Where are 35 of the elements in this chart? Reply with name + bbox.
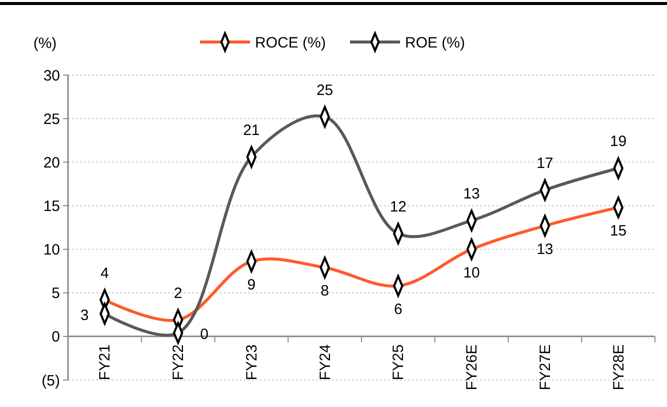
data-label: 12 [390, 198, 407, 216]
y-tick-label: 0 [52, 328, 60, 346]
y-tick-label: 10 [43, 242, 60, 259]
data-label: 4 [100, 264, 109, 282]
y-tick-label: 15 [43, 198, 60, 215]
data-label: 9 [247, 276, 256, 294]
data-label: 13 [536, 240, 554, 258]
data-label: 17 [536, 155, 554, 172]
data-label: 10 [463, 264, 480, 282]
data-label: 2 [174, 284, 182, 302]
x-tick-label: FY27E [536, 344, 554, 390]
y-tick-label: 5 [52, 285, 60, 302]
data-label: 15 [610, 222, 627, 240]
y-tick-label: 30 [43, 67, 60, 84]
data-label: 6 [394, 300, 402, 318]
data-label: 25 [316, 82, 334, 99]
data-label: 19 [610, 133, 627, 150]
y-tick-label: 25 [43, 110, 60, 128]
data-label: 8 [320, 282, 329, 300]
data-label: 13 [463, 186, 480, 203]
y-tick-label: (5) [42, 372, 60, 390]
y-tick-label: 20 [43, 154, 60, 172]
x-tick-label: FY23 [243, 344, 260, 380]
x-tick-label: FY21 [96, 344, 114, 380]
legend-label: ROE (%) [405, 34, 466, 52]
legend-label: ROCE (%) [255, 34, 326, 52]
y-axis-title: (%) [33, 35, 57, 52]
x-tick-label: FY26E [464, 344, 481, 390]
x-tick-label: FY28E [610, 344, 628, 390]
data-label: 21 [243, 122, 260, 139]
x-tick-label: FY25 [390, 344, 408, 380]
data-label: 3 [80, 306, 89, 324]
data-label: 0 [200, 326, 208, 343]
x-tick-label: FY22 [170, 344, 188, 380]
x-tick-label: FY24 [316, 344, 334, 380]
